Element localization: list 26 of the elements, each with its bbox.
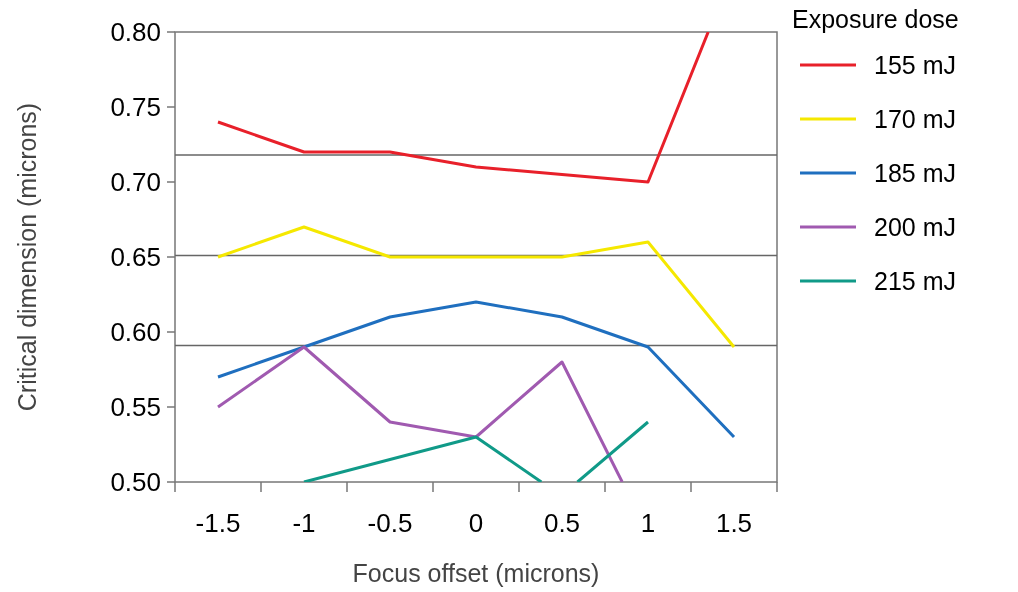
y-tick-label: 0.65	[110, 242, 161, 273]
y-tick-label: 0.55	[110, 392, 161, 423]
y-tick-label: 0.50	[110, 467, 161, 498]
y-tick-label: 0.60	[110, 317, 161, 348]
line-series	[216, 225, 736, 349]
x-axis-title: Focus offset (microns)	[352, 559, 600, 587]
x-tick-label: 0.5	[543, 508, 581, 538]
legend-label: 155 mJ	[874, 50, 956, 79]
line-series	[216, 345, 624, 482]
x-tick-label: 1	[640, 508, 656, 538]
legend-label: 170 mJ	[874, 104, 956, 133]
line-series	[216, 32, 710, 184]
legend-label: 185 mJ	[874, 158, 956, 187]
line-series	[216, 300, 736, 439]
legend-label: 200 mJ	[874, 212, 956, 241]
x-tick-label: 1.5	[715, 508, 753, 538]
y-axis-title: Critical dimension (microns)	[13, 102, 41, 412]
x-tick-label: -1.5	[195, 508, 241, 538]
x-tick-label: -1	[292, 508, 316, 538]
y-tick-label: 0.70	[110, 167, 161, 198]
x-tick-label: 0	[468, 508, 484, 538]
y-tick-label: 0.80	[110, 17, 161, 48]
legend-label: 215 mJ	[874, 266, 956, 295]
x-tick-label: -0.5	[367, 508, 413, 538]
legend-title: Exposure dose	[792, 5, 959, 33]
y-tick-label: 0.75	[110, 92, 161, 123]
